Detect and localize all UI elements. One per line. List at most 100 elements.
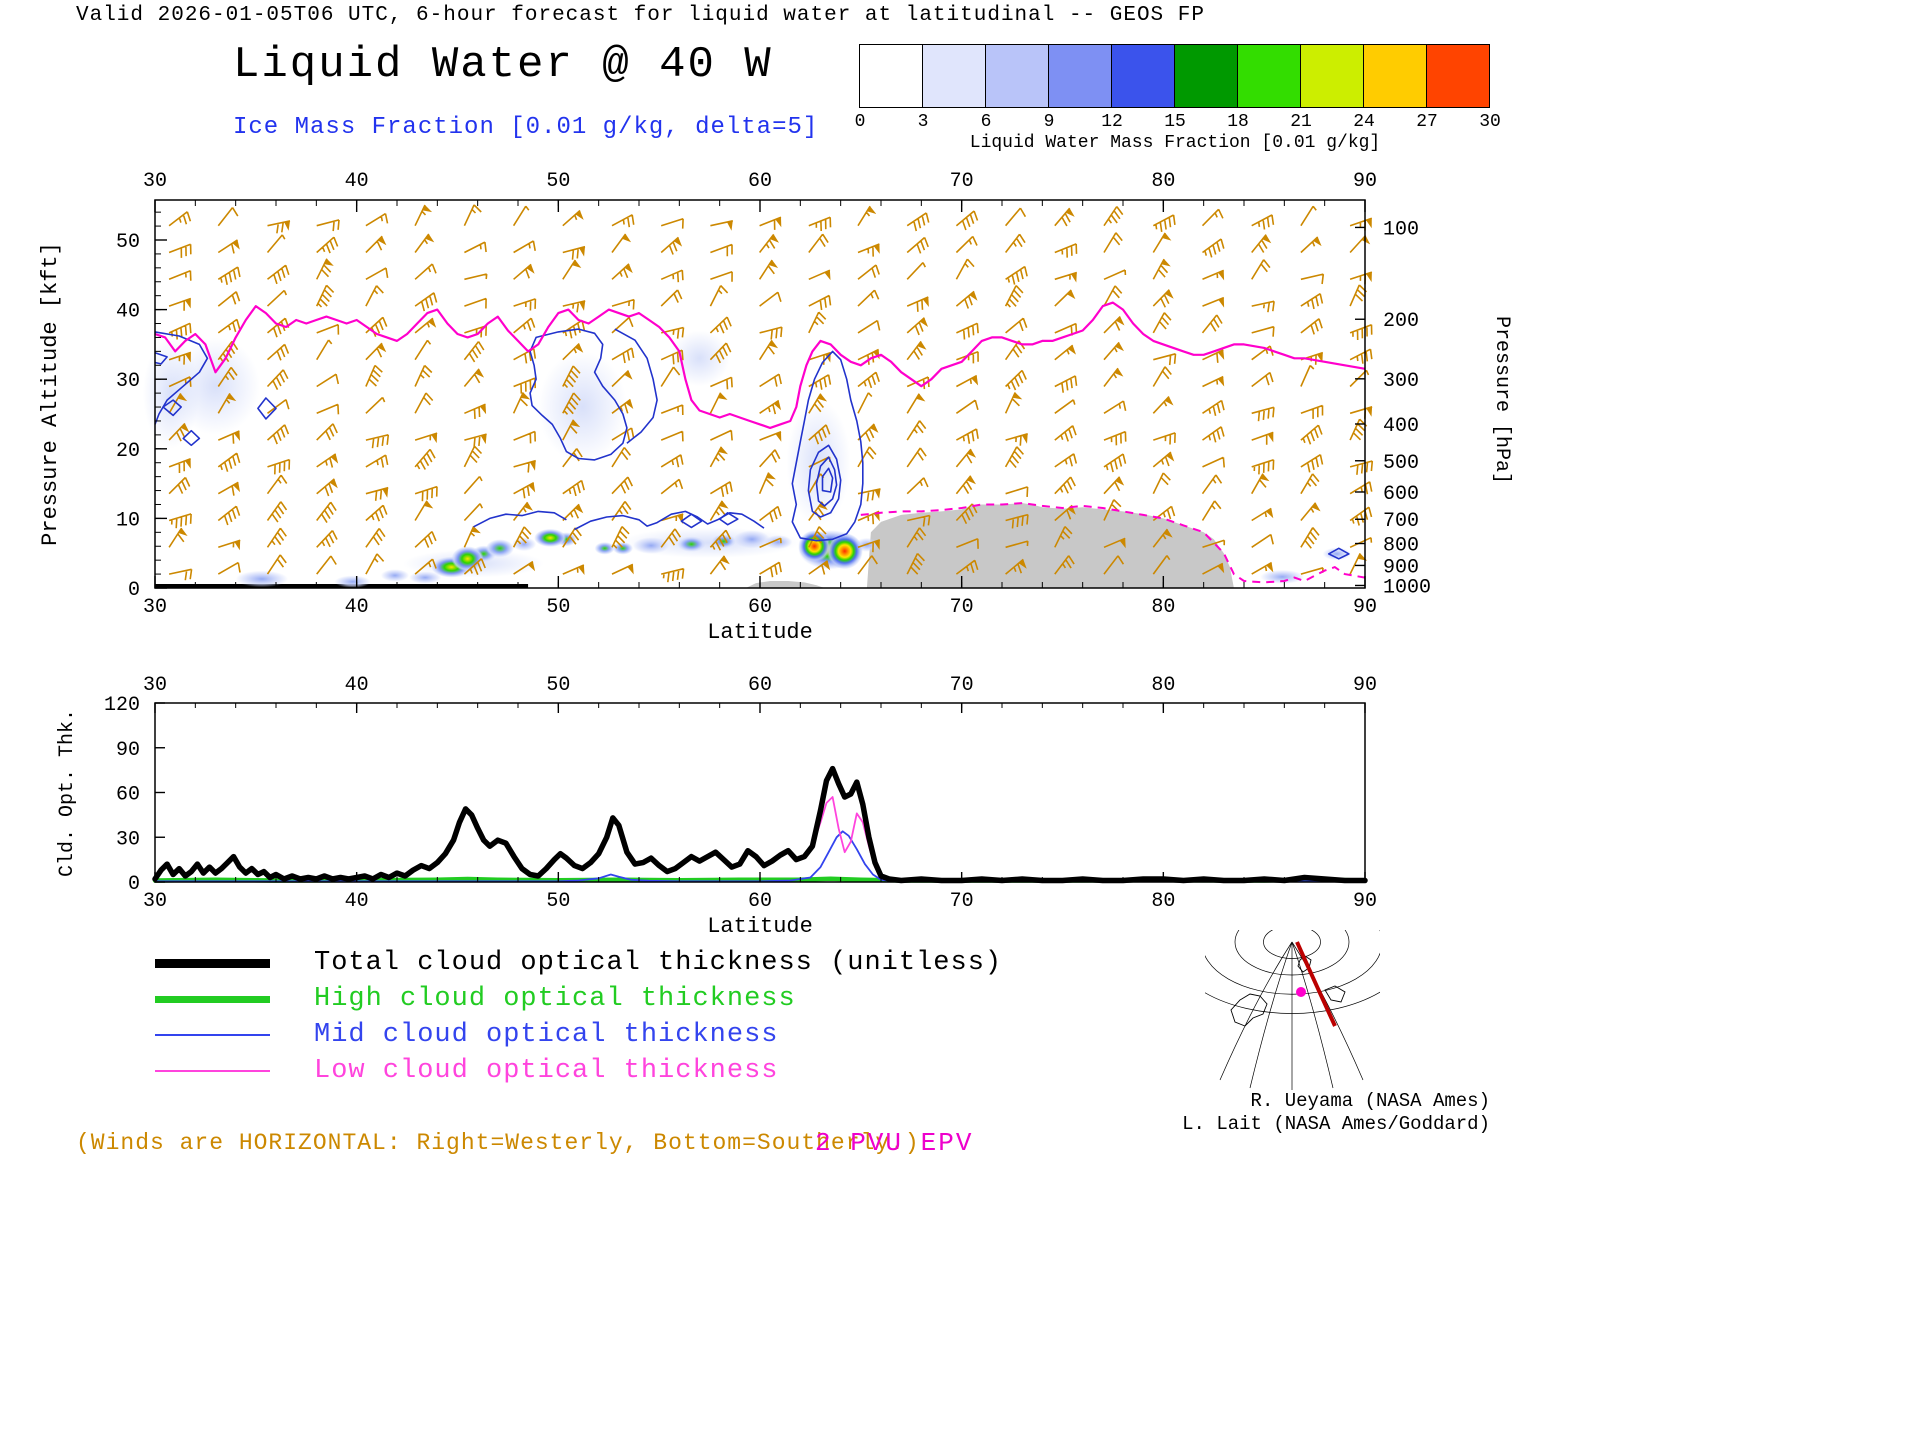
epv-2pvu-line — [154, 301, 1366, 429]
y-tick-label: 50 — [116, 231, 140, 254]
colorbar-tick: 9 — [1043, 112, 1055, 132]
wind-barbs — [168, 204, 1374, 583]
x-tick-label: 40 — [345, 596, 369, 619]
pressure-tick-label: 800 — [1383, 535, 1419, 558]
y-axis-label-right: Pressure [hPa] — [1490, 316, 1513, 484]
ice-mass-fraction-contour — [529, 328, 628, 461]
liquid-water-blob — [826, 533, 863, 570]
y-tick-label: 0 — [128, 579, 140, 602]
legend-label: High cloud optical thickness — [314, 984, 796, 1014]
x-tick-label-top: 30 — [143, 170, 167, 193]
y-tick-label: 60 — [116, 784, 140, 807]
ice-mass-fraction-contour — [154, 331, 209, 425]
x-tick-label-top: 60 — [748, 170, 772, 193]
y-axis-label: Cld. Opt. Thk. — [56, 709, 79, 877]
legend-item: High cloud optical thickness — [155, 984, 796, 1014]
legend-swatch — [155, 995, 270, 1003]
ice-mass-fraction-contour — [821, 467, 834, 493]
ice-mass-fraction-contour — [815, 456, 838, 507]
ice-mass-fraction-contour — [680, 513, 703, 529]
pressure-tick-label: 600 — [1383, 483, 1419, 506]
colorbar-tick: 15 — [1164, 112, 1186, 132]
y-tick-label: 90 — [116, 739, 140, 762]
liquid-water-blob — [235, 570, 289, 588]
colorbar-box — [1048, 44, 1112, 108]
colorbar-tick: 18 — [1227, 112, 1249, 132]
colorbar-box — [985, 44, 1049, 108]
legend-label: Low cloud optical thickness — [314, 1056, 779, 1086]
colorbar-tick: 3 — [917, 112, 929, 132]
pressure-tick-label: 400 — [1383, 415, 1419, 438]
ice-mass-fraction-contour — [162, 399, 182, 417]
ice-mass-fraction-contour — [614, 328, 658, 444]
colorbar-box — [1111, 44, 1175, 108]
legend-swatch — [155, 1034, 270, 1036]
pressure-tick-label: 1000 — [1383, 576, 1431, 599]
colorbar-tick: 30 — [1479, 112, 1501, 132]
x-axis-label: Latitude — [707, 914, 813, 939]
x-tick-label-top: 50 — [546, 674, 570, 697]
colorbar-box — [922, 44, 986, 108]
legend-label: Total cloud optical thickness (unitless) — [314, 948, 1003, 978]
terrain-silhouette — [745, 581, 825, 588]
liquid-water-blob — [534, 528, 567, 547]
x-tick-label: 70 — [950, 596, 974, 619]
x-tick-label: 30 — [143, 890, 167, 913]
y-tick-label: 120 — [104, 694, 140, 717]
x-tick-label: 30 — [143, 596, 167, 619]
colorbar-tick: 21 — [1290, 112, 1312, 132]
series-total — [152, 765, 1368, 884]
liquid-water-blob — [733, 530, 771, 549]
liquid-water-blob — [380, 569, 410, 582]
legend-swatch — [155, 958, 270, 968]
series-low — [154, 796, 1366, 882]
liquid-water-blob — [594, 542, 615, 555]
colorbar — [859, 44, 1490, 108]
x-tick-label: 80 — [1151, 596, 1175, 619]
colorbar-ticks: 0 3 6 9 12 15 18 21 24 27 30 — [855, 112, 1501, 132]
credit-line-1: R. Ueyama (NASA Ames) — [1250, 1090, 1490, 1112]
y-tick-label: 10 — [116, 509, 140, 532]
y-tick-label: 40 — [116, 301, 140, 324]
page-title: Liquid Water @ 40 W — [233, 40, 773, 90]
credit-line-2: L. Lait (NASA Ames/Goddard) — [1182, 1113, 1490, 1135]
main-cross-section-panel: 3030404050506060707080809090010203040501… — [38, 170, 1513, 645]
y-axis-label-left: Pressure Altitude [kft] — [38, 242, 63, 546]
epv-2pvu-low-branch — [860, 502, 1366, 584]
location-marker — [1296, 987, 1306, 997]
x-tick-label-top: 80 — [1151, 170, 1175, 193]
pressure-tick-label: 700 — [1383, 510, 1419, 533]
y-tick-label: 0 — [128, 873, 140, 896]
x-tick-label: 60 — [748, 890, 772, 913]
ice-mass-fraction-contour — [257, 397, 277, 420]
ice-mass-fraction-contour — [154, 352, 168, 365]
colorbar-box — [859, 44, 923, 108]
x-tick-label-top: 90 — [1353, 674, 1377, 697]
liquid-water-blob — [485, 539, 514, 558]
optical-thickness-panel: 30304040505060607070808090900306090120La… — [56, 674, 1377, 939]
ice-mass-fraction-contour — [1327, 547, 1350, 560]
liquid-water-wash — [538, 351, 627, 463]
x-axis-label: Latitude — [707, 620, 813, 645]
ice-mass-fraction-contour — [807, 444, 842, 518]
legend-item: Total cloud optical thickness (unitless) — [155, 948, 1002, 978]
bottom-panel-frame — [154, 702, 1366, 883]
colorbar-tick: 27 — [1416, 112, 1438, 132]
epv-label: 2 PVU EPV — [815, 1128, 974, 1158]
colorbar-tick: 12 — [1101, 112, 1123, 132]
x-tick-label-top: 90 — [1353, 170, 1377, 193]
x-tick-label-top: 70 — [950, 674, 974, 697]
liquid-water-blob — [1260, 569, 1305, 584]
x-tick-label: 80 — [1151, 890, 1175, 913]
y-tick-label: 20 — [116, 440, 140, 463]
pressure-tick-label: 100 — [1383, 218, 1419, 241]
legend-label: Mid cloud optical thickness — [314, 1020, 779, 1050]
ice-mass-fraction-contour — [574, 510, 765, 531]
colorbar-tick: 6 — [980, 112, 992, 132]
y-tick-label: 30 — [116, 828, 140, 851]
x-tick-label-top: 40 — [345, 674, 369, 697]
x-tick-label: 60 — [748, 596, 772, 619]
liquid-water-blob — [451, 546, 484, 572]
colorbar-box — [1174, 44, 1238, 108]
colorbar-box — [1300, 44, 1364, 108]
